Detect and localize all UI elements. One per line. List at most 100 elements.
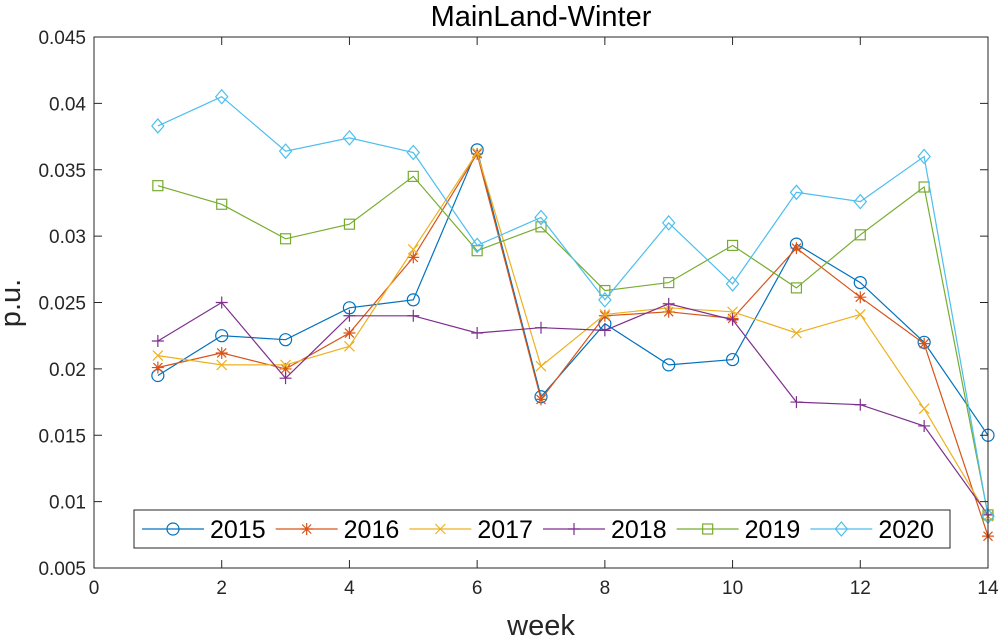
- legend-marker-2016: [300, 523, 313, 535]
- legend-item-2018: 2018: [543, 516, 667, 544]
- legend-label-2018: 2018: [611, 516, 667, 544]
- data-point-2016-11: [790, 242, 803, 255]
- data-point-2020-2: [214, 88, 229, 105]
- data-point-2015-9: [662, 358, 676, 372]
- data-point-2018-3: [279, 372, 292, 385]
- legend: 2015 2016 2017 2018 2019 2020: [133, 509, 951, 549]
- x-tick-label: 8: [600, 578, 611, 599]
- data-point-2018-10: [726, 313, 739, 326]
- data-point-2018-12: [854, 398, 867, 411]
- y-tick-label: 0.03: [49, 227, 86, 248]
- data-point-2020-4: [342, 129, 357, 146]
- data-point-2016-7: [535, 393, 547, 406]
- data-point-2016-1: [151, 361, 164, 374]
- data-point-2017-11: [791, 327, 802, 339]
- data-point-2018-5: [407, 309, 420, 322]
- series-line-2018: [157, 301, 989, 516]
- data-point-2019-9: [663, 276, 675, 289]
- data-point-2019-12: [854, 229, 866, 241]
- x-tick-label: 12: [850, 578, 871, 599]
- y-tick-label: 0.045: [38, 28, 86, 49]
- legend-marker-2018: [568, 523, 580, 535]
- data-point-2019-10: [726, 239, 739, 252]
- data-point-2017-8: [599, 309, 611, 320]
- data-point-2016-9: [662, 305, 675, 318]
- data-point-2017-12: [854, 309, 866, 320]
- series-line-2017: [157, 151, 989, 517]
- legend-label-2015: 2015: [210, 516, 266, 544]
- legend-marker-2020: [834, 521, 849, 537]
- legend-item-2015: 2015: [142, 516, 266, 544]
- x-tick-label: 2: [216, 578, 227, 599]
- data-point-2019-3: [279, 233, 292, 245]
- data-point-2016-8: [598, 309, 611, 322]
- y-tick-label: 0.015: [38, 426, 86, 447]
- legend-label-2019: 2019: [745, 516, 801, 544]
- data-point-2017-1: [152, 350, 164, 362]
- legend-item-2019: 2019: [676, 516, 801, 544]
- data-point-2017-4: [344, 340, 355, 352]
- data-point-2019-4: [343, 218, 356, 230]
- data-point-2017-5: [407, 243, 419, 255]
- data-point-2019-5: [407, 170, 419, 182]
- x-tick-label: 4: [344, 578, 355, 599]
- data-point-2016-13: [918, 337, 931, 350]
- series-line-2015: [157, 147, 989, 436]
- data-point-2018-4: [343, 309, 356, 322]
- data-point-2020-8: [598, 291, 612, 308]
- x-tick-label: 10: [722, 578, 743, 599]
- data-point-2017-13: [918, 403, 930, 415]
- y-tick-label: 0.035: [38, 161, 86, 182]
- data-point-2016-5: [407, 251, 420, 264]
- data-point-2020-13: [917, 148, 931, 165]
- series-2018: [151, 296, 994, 521]
- legend-label-2016: 2016: [344, 516, 400, 544]
- data-point-2015-5: [406, 293, 420, 307]
- series-line-2020: [157, 95, 989, 517]
- x-axis-label: week: [506, 610, 575, 639]
- data-point-2020-10: [725, 275, 740, 292]
- y-tick-label: 0.025: [38, 294, 86, 315]
- data-point-2016-12: [854, 291, 867, 304]
- data-point-2020-11: [789, 184, 804, 201]
- chart-title: MainLand-Winter: [431, 1, 652, 33]
- y-tick-label: 0.04: [49, 94, 86, 115]
- y-tick-label: 0.005: [38, 559, 86, 580]
- data-point-2017-7: [535, 360, 547, 372]
- data-point-2015-12: [853, 275, 867, 290]
- data-point-2017-10: [727, 306, 738, 318]
- data-point-2016-2: [215, 346, 228, 359]
- series-2020: [151, 88, 995, 525]
- y-tick-label: 0.01: [49, 493, 86, 514]
- data-point-2020-9: [661, 214, 676, 231]
- data-point-2020-7: [534, 209, 548, 226]
- x-tick-label: 0: [89, 578, 100, 599]
- data-point-2020-12: [853, 193, 868, 210]
- data-point-2020-3: [278, 143, 293, 160]
- data-point-2020-5: [406, 144, 421, 161]
- data-point-2018-8: [598, 324, 611, 337]
- data-point-2018-11: [790, 396, 803, 409]
- y-axis-label: p.u.: [0, 279, 27, 327]
- data-point-2018-6: [471, 327, 484, 340]
- data-point-2020-6: [470, 237, 484, 254]
- data-point-2019-1: [152, 180, 164, 192]
- data-point-2015-10: [725, 352, 740, 367]
- data-point-2015-3: [278, 333, 293, 347]
- data-point-2018-9: [662, 297, 675, 310]
- data-point-2015-2: [215, 329, 229, 343]
- x-tick-label: 6: [472, 578, 483, 599]
- legend-item-2016: 2016: [275, 516, 400, 544]
- x-tick-label: 14: [977, 578, 999, 599]
- plot-area: [94, 37, 988, 568]
- data-point-2017-2: [216, 359, 228, 371]
- data-point-2017-3: [280, 359, 291, 371]
- series-line-2016: [157, 152, 989, 537]
- data-point-2017-6: [471, 147, 483, 158]
- data-point-2020-1: [151, 118, 165, 134]
- data-point-2018-7: [535, 321, 547, 334]
- legend-item-2017: 2017: [409, 516, 533, 544]
- legend-label-2020: 2020: [878, 516, 934, 544]
- data-point-2016-4: [343, 327, 356, 340]
